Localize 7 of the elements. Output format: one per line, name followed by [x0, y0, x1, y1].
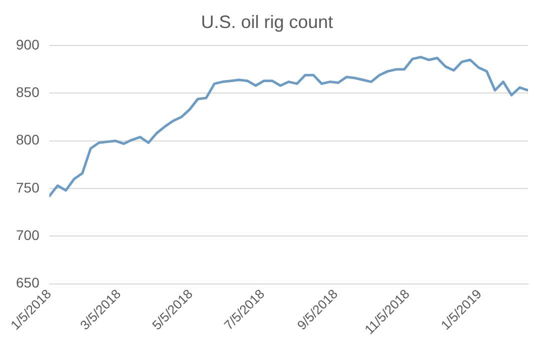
y-tick-label: 900 — [16, 36, 40, 52]
y-tick-label: 700 — [16, 226, 40, 243]
y-tick-label: 750 — [16, 179, 40, 196]
chart-title: U.S. oil rig count — [200, 12, 334, 32]
y-tick-label: 850 — [16, 84, 40, 100]
y-tick-label: 800 — [16, 132, 40, 148]
y-tick-label: 650 — [16, 274, 40, 291]
